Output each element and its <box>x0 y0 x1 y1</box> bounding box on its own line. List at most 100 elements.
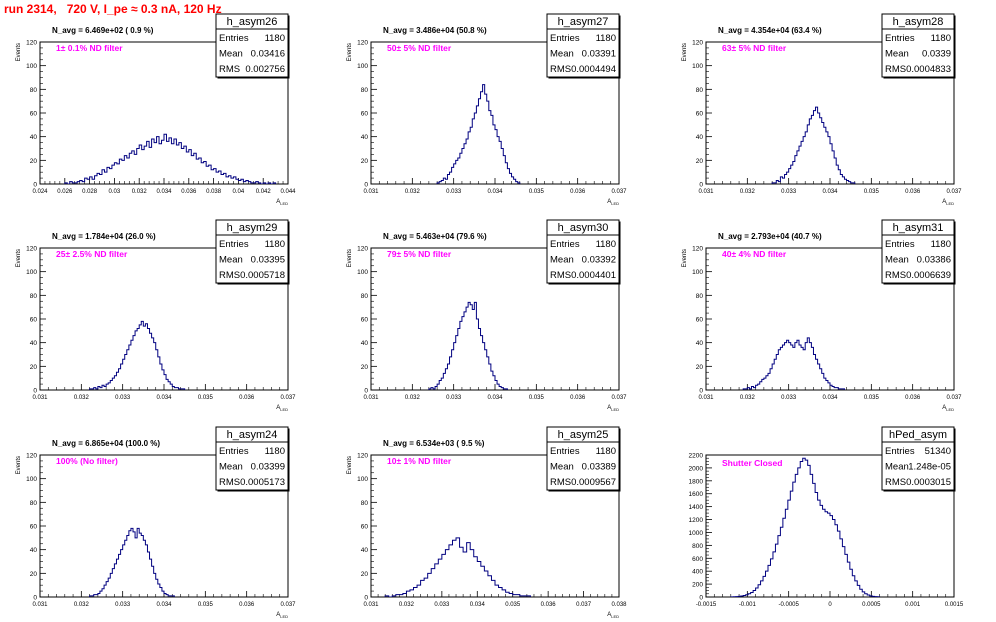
x-tick-label: 0.035 <box>198 602 214 608</box>
x-tick-label: 0.033 <box>446 189 462 195</box>
stats-key: Entries <box>550 33 580 44</box>
y-tick-label: 20 <box>30 158 38 165</box>
x-tick-label: 0.03 <box>109 189 121 195</box>
y-axis-title: Events <box>347 456 353 474</box>
x-tick-label: 0.031 <box>363 602 379 608</box>
x-tick-label: 0.032 <box>740 395 756 401</box>
x-tick-label: 0.031 <box>698 395 714 401</box>
stats-key: RMS <box>885 64 906 75</box>
x-axis-title: ALED <box>276 199 288 206</box>
y-tick-label: 80 <box>361 500 369 507</box>
histogram-name: h_asym28 <box>893 16 944 28</box>
stats-value: 0.0006639 <box>906 270 951 281</box>
x-tick-label: 0.036 <box>239 602 255 608</box>
x-tick-label: 0.034 <box>156 189 172 195</box>
histogram-panel: 0 20 40 60 80 100 120 0.031 0.032 0.033 0.034 0.035… <box>16 219 296 412</box>
y-tick-label: 80 <box>696 293 704 300</box>
stats-value: 0.0005173 <box>240 477 285 488</box>
y-tick-label: 60 <box>361 111 369 118</box>
x-tick-label: 0.035 <box>198 395 214 401</box>
filter-label: 100% (No filter) <box>56 456 118 466</box>
histogram-panel: 0 200 400 600 800 1000 1200 1400 1600 1800 2000 220… <box>689 426 964 608</box>
y-tick-label: 100 <box>692 269 703 276</box>
y-tick-label: 120 <box>692 40 703 47</box>
x-tick-label: 0.031 <box>363 395 379 401</box>
stats-key: Entries <box>885 446 915 457</box>
x-tick-label: 0.037 <box>280 395 296 401</box>
y-tick-label: 0 <box>699 595 703 602</box>
x-tick-label: 0.042 <box>256 189 272 195</box>
y-tick-label: 1800 <box>689 478 704 485</box>
y-axis-title: Events <box>682 43 688 61</box>
stats-key: Mean <box>885 462 909 473</box>
y-tick-label: 2000 <box>689 465 704 472</box>
histogram-name: h_asym27 <box>558 16 609 28</box>
x-tick-label: 0.036 <box>239 395 255 401</box>
y-tick-label: 120 <box>26 40 37 47</box>
navg-label: N_avg = 6.534e+03 ( 9.5 %) <box>383 439 485 448</box>
stats-box <box>546 426 620 491</box>
stats-value: 1180 <box>265 33 285 44</box>
y-tick-label: 0 <box>364 388 368 395</box>
histogram-line <box>730 457 881 597</box>
filter-label: 10± 1% ND filter <box>387 456 452 466</box>
stats-key: Mean <box>885 49 909 60</box>
stats-value: 51340 <box>925 446 951 457</box>
x-tick-label: 0.034 <box>470 602 486 608</box>
x-tick-label: 0.031 <box>698 189 714 195</box>
stats-key: Mean <box>219 462 243 473</box>
x-tick-label: 0.038 <box>206 189 222 195</box>
filter-label: 63± 5% ND filter <box>722 43 787 53</box>
stats-value: 0.0009567 <box>571 477 616 488</box>
x-tick-label: 0.034 <box>822 189 838 195</box>
stats-value: 0.03386 <box>917 255 951 266</box>
y-axis-title: Events <box>16 43 22 61</box>
x-tick-label: 0.032 <box>74 395 90 401</box>
y-tick-label: 0 <box>33 595 37 602</box>
y-tick-label: 0 <box>699 388 703 395</box>
x-tick-label: 0.032 <box>740 189 756 195</box>
x-tick-label: 0.036 <box>541 602 557 608</box>
x-tick-label: 0.033 <box>781 395 797 401</box>
x-tick-label: 0.037 <box>946 395 962 401</box>
x-tick-label: 0.0005 <box>862 602 881 608</box>
y-tick-label: 60 <box>30 524 38 531</box>
y-tick-label: 20 <box>30 364 38 371</box>
x-tick-label: 0.034 <box>156 395 172 401</box>
y-tick-label: 0 <box>699 182 703 189</box>
y-tick-label: 20 <box>30 571 38 578</box>
histogram-line <box>64 133 277 184</box>
y-tick-label: 40 <box>30 547 38 554</box>
stats-box <box>215 426 289 491</box>
y-tick-label: 1600 <box>689 491 704 498</box>
x-tick-label: -0.001 <box>739 602 757 608</box>
x-tick-label: 0.031 <box>363 189 379 195</box>
y-tick-label: 100 <box>692 63 703 70</box>
y-tick-label: 100 <box>26 476 37 483</box>
y-axis-title: Events <box>347 249 353 267</box>
y-tick-label: 100 <box>357 269 368 276</box>
navg-label: N_avg = 1.784e+04 (26.0 %) <box>52 232 156 241</box>
x-tick-label: 0.036 <box>905 189 921 195</box>
x-tick-label: 0.037 <box>280 602 296 608</box>
x-tick-label: 0.035 <box>529 189 545 195</box>
y-tick-label: 120 <box>692 246 703 253</box>
x-tick-label: 0.044 <box>280 189 296 195</box>
stats-value: 1.248e-05 <box>908 462 951 473</box>
stats-value: 0.0004401 <box>571 270 616 281</box>
y-tick-label: 20 <box>361 158 369 165</box>
y-tick-label: 20 <box>361 364 369 371</box>
y-tick-label: 100 <box>357 476 368 483</box>
x-axis-title: ALED <box>942 405 954 412</box>
filter-label: 79± 5% ND filter <box>387 249 452 259</box>
stats-value: 0.002756 <box>245 64 285 75</box>
y-tick-label: 0 <box>364 595 368 602</box>
y-tick-label: 40 <box>361 340 369 347</box>
x-axis-title: ALED <box>276 405 288 412</box>
histogram-panel: 0 20 40 60 80 100 120 0.024 0.026 0.028 0.03 0.032 0… <box>16 13 296 206</box>
histogram-panel: 0 20 40 60 80 100 120 0.031 0.032 0.033 0.034 0.035… <box>682 219 962 412</box>
x-tick-label: 0.036 <box>905 395 921 401</box>
y-tick-label: 0 <box>33 388 37 395</box>
stats-box <box>215 219 289 284</box>
x-tick-label: 0.0015 <box>945 602 964 608</box>
